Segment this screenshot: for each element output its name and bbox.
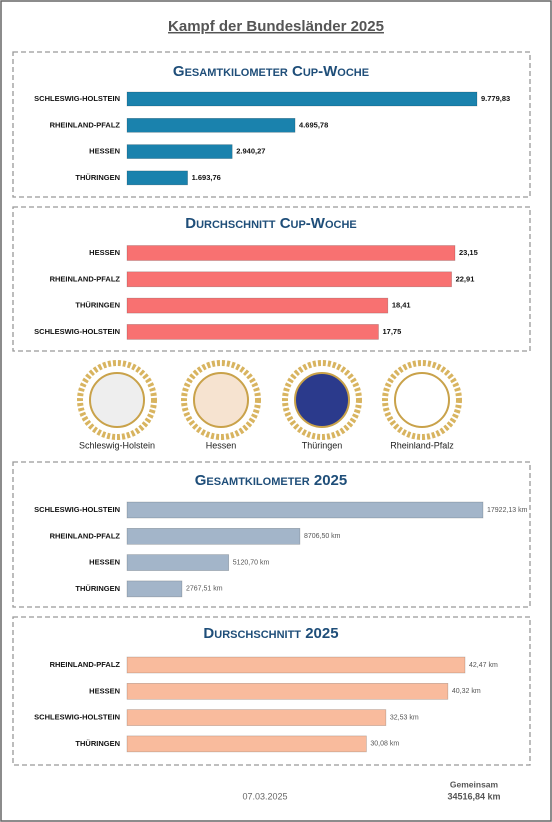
chart-title: Durschschnitt 2025 bbox=[203, 625, 338, 642]
category-label: HESSEN bbox=[89, 248, 120, 257]
bar bbox=[126, 91, 478, 107]
logo-label: Hessen bbox=[206, 440, 237, 450]
logo-label: Thüringen bbox=[302, 440, 343, 450]
logo-label: Schleswig-Holstein bbox=[79, 440, 155, 450]
bar bbox=[126, 709, 387, 726]
value-label: 2.940,27 bbox=[236, 147, 265, 156]
bar bbox=[126, 245, 456, 261]
value-label: 9.779,83 bbox=[481, 94, 510, 103]
bar bbox=[126, 580, 183, 598]
category-label: RHEINLAND-PFALZ bbox=[50, 660, 121, 669]
page-title: Kampf der Bundesländer 2025 bbox=[168, 18, 384, 35]
category-label: HESSEN bbox=[89, 147, 120, 156]
category-label: SCHLESWIG-HOLSTEIN bbox=[34, 505, 120, 514]
laurel bbox=[181, 360, 261, 440]
value-label: 42,47 km bbox=[469, 662, 498, 669]
value-label: 8706,50 km bbox=[304, 533, 341, 540]
bar bbox=[126, 501, 484, 519]
laurel bbox=[382, 360, 462, 440]
value-label: 17922,13 km bbox=[487, 507, 528, 514]
chart-title: Gesamtkilometer 2025 bbox=[195, 472, 347, 489]
value-label: 5120,70 km bbox=[233, 559, 270, 566]
chart-title: Gesamtkilometer Cup-Woche bbox=[173, 63, 369, 80]
bar bbox=[126, 324, 379, 340]
value-label: 4.695,78 bbox=[299, 120, 328, 129]
category-label: HESSEN bbox=[89, 686, 120, 695]
category-label: THÜRINGEN bbox=[75, 301, 120, 310]
category-label: SCHLESWIG-HOLSTEIN bbox=[34, 94, 120, 103]
logo-disc bbox=[89, 372, 145, 428]
bar bbox=[126, 682, 449, 700]
bar bbox=[126, 554, 230, 571]
value-label: 30,08 km bbox=[370, 741, 399, 748]
category-label: SCHLESWIG-HOLSTEIN bbox=[34, 327, 120, 336]
category-label: THÜRINGEN bbox=[75, 739, 120, 748]
category-label: RHEINLAND-PFALZ bbox=[50, 120, 121, 129]
value-label: 22,91 bbox=[456, 274, 475, 283]
category-label: RHEINLAND-PFALZ bbox=[50, 274, 121, 283]
value-label: 17,75 bbox=[382, 327, 401, 336]
bar bbox=[126, 144, 233, 159]
bar bbox=[126, 170, 188, 186]
value-label: 32,53 km bbox=[390, 714, 419, 721]
value-label: 2767,51 km bbox=[186, 586, 223, 593]
logos: Schleswig-Holstein Hessen Thüringen Rheinla… bbox=[77, 360, 462, 450]
logo-disc bbox=[294, 372, 350, 428]
total: 34516,84 km bbox=[447, 791, 500, 801]
category-label: THÜRINGEN bbox=[75, 584, 120, 593]
bar bbox=[126, 297, 389, 314]
bar bbox=[126, 271, 452, 288]
bar bbox=[126, 118, 296, 133]
category-label: SCHLESWIG-HOLSTEIN bbox=[34, 713, 120, 722]
logo-disc bbox=[193, 372, 249, 428]
laurel bbox=[282, 360, 362, 440]
bar bbox=[126, 735, 367, 753]
bar bbox=[126, 656, 466, 674]
category-label: HESSEN bbox=[89, 558, 120, 567]
laurel bbox=[77, 360, 157, 440]
logo-disc bbox=[394, 372, 450, 428]
bar bbox=[126, 527, 301, 545]
value-label: 18,41 bbox=[392, 301, 411, 310]
category-label: RHEINLAND-PFALZ bbox=[50, 531, 121, 540]
date: 07.03.2025 bbox=[242, 791, 287, 801]
value-label: 40,32 km bbox=[452, 688, 481, 695]
total-label: Gemeinsam bbox=[450, 779, 499, 789]
chart-title: Durchschnitt Cup-Woche bbox=[185, 215, 357, 232]
category-label: THÜRINGEN bbox=[75, 173, 120, 182]
value-label: 1.693,76 bbox=[192, 173, 221, 182]
value-label: 23,15 bbox=[459, 248, 478, 257]
logo-label: Rheinland-Pfalz bbox=[390, 440, 454, 450]
